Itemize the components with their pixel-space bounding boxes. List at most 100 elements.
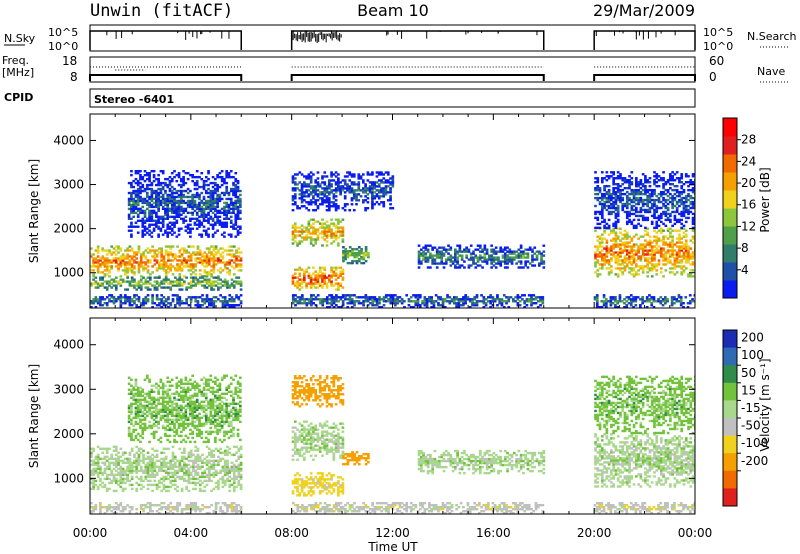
echo-cell	[684, 204, 688, 208]
echo-cell	[183, 282, 186, 285]
echo-cell	[623, 249, 627, 252]
echo-cell	[114, 461, 118, 465]
echo-cell	[619, 239, 622, 242]
echo-cell	[507, 296, 511, 299]
echo-cell	[130, 267, 134, 270]
echo-cell	[236, 205, 240, 209]
echo-cell	[179, 195, 183, 199]
echo-cell	[500, 300, 504, 303]
echo-cell	[344, 257, 348, 261]
echo-cell	[650, 259, 654, 262]
echo-cell	[426, 258, 430, 261]
echo-cell	[321, 177, 324, 180]
echo-cell	[114, 284, 118, 287]
echo-cell	[391, 179, 395, 182]
echo-cell	[207, 201, 210, 205]
echo-cell	[96, 284, 100, 287]
echo-cell	[446, 294, 449, 297]
echo-cell	[303, 195, 306, 198]
echo-cell	[621, 259, 625, 262]
echo-cell	[610, 210, 613, 214]
echo-cell	[203, 280, 207, 283]
echo-cell	[334, 209, 338, 212]
echo-cell	[189, 199, 192, 203]
echo-cell	[491, 300, 495, 303]
echo-cell	[166, 233, 170, 236]
echo-cell	[625, 186, 629, 190]
echo-cell	[139, 177, 142, 181]
echo-cell	[96, 465, 100, 469]
echo-cell	[117, 257, 120, 260]
echo-cell	[238, 217, 242, 220]
echo-cell	[662, 196, 665, 200]
echo-cell	[105, 273, 109, 276]
echo-cell	[173, 284, 177, 287]
echo-cell	[90, 477, 93, 481]
echo-cell	[189, 223, 192, 226]
echo-cell	[293, 240, 297, 243]
echo-cell	[225, 209, 229, 213]
echo-cell	[237, 304, 241, 307]
echo-cell	[200, 213, 204, 217]
echo-cell	[309, 185, 313, 188]
echo-cell	[675, 241, 679, 244]
echo-cell	[227, 205, 231, 209]
echo-cell	[159, 221, 163, 224]
echo-cell	[133, 251, 136, 254]
echo-cell	[216, 215, 219, 219]
echo-cell	[662, 243, 665, 246]
echo-cell	[327, 224, 331, 227]
echo-cell	[646, 271, 650, 274]
echo-cell	[124, 261, 127, 264]
echo-cell	[303, 205, 306, 208]
echo-cell	[236, 201, 240, 205]
echo-cell	[226, 271, 229, 274]
echo-cell	[133, 255, 136, 258]
echo-cell	[614, 304, 617, 307]
echo-cell	[151, 300, 154, 303]
echo-cell	[141, 211, 145, 215]
echo-cell	[307, 224, 311, 227]
echo-cell	[126, 276, 129, 279]
echo-cell	[232, 189, 235, 193]
echo-cell	[238, 189, 242, 193]
echo-cell	[160, 302, 163, 305]
echo-cell	[341, 189, 345, 192]
echo-cell	[152, 223, 156, 226]
echo-cell	[373, 185, 377, 188]
echo-cell	[366, 187, 370, 190]
echo-cell	[173, 280, 177, 283]
echo-cell	[488, 254, 491, 257]
echo-cell	[321, 274, 324, 277]
echo-cell	[648, 184, 652, 188]
echo-cell	[517, 256, 521, 259]
echo-cell	[309, 236, 313, 239]
echo-cell	[201, 275, 204, 278]
echo-cell	[527, 294, 531, 297]
echo-cell	[99, 479, 102, 483]
echo-cell	[137, 263, 141, 266]
echo-cell	[364, 300, 368, 303]
echo-cell	[391, 298, 395, 301]
echo-cell	[158, 267, 161, 270]
echo-cell	[380, 187, 383, 190]
echo-cell	[148, 261, 152, 264]
echo-cell	[348, 179, 352, 182]
echo-cell	[648, 210, 652, 214]
echo-cell	[223, 209, 226, 213]
echo-cell	[335, 298, 338, 301]
echo-cell	[492, 252, 496, 255]
echo-cell	[422, 254, 425, 257]
echo-cell	[612, 179, 615, 182]
echo-cell	[614, 190, 618, 194]
echo-cell	[337, 187, 340, 190]
echo-cell	[382, 300, 386, 303]
echo-cell	[223, 265, 227, 268]
echo-cell	[177, 183, 181, 187]
echo-cell	[237, 298, 241, 301]
echo-cell	[171, 294, 175, 297]
echo-cell	[348, 253, 352, 257]
echo-cell	[355, 189, 358, 192]
echo-cell	[646, 194, 650, 198]
echo-cell	[307, 266, 311, 269]
